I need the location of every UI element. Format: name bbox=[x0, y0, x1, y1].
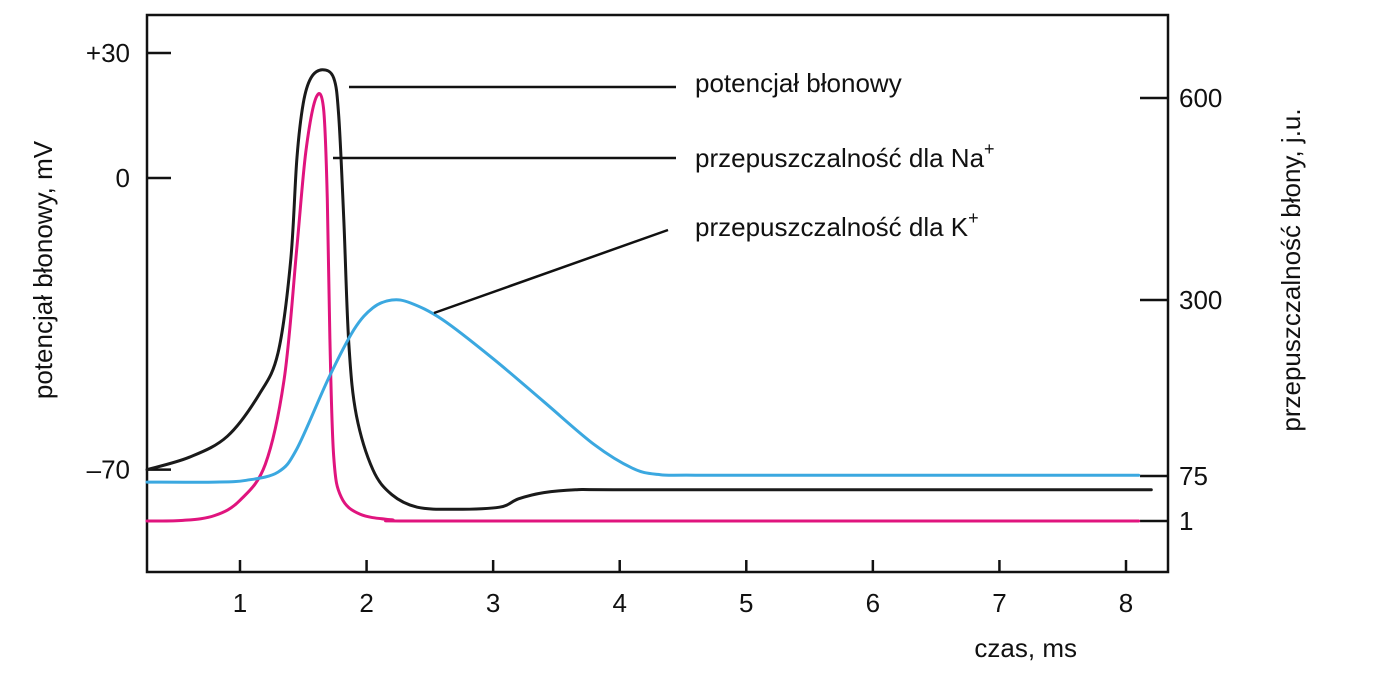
x-tick-label: 7 bbox=[992, 588, 1006, 618]
left-tick-label: –70 bbox=[87, 455, 130, 485]
right-tick-label: 300 bbox=[1179, 285, 1222, 315]
series-lines bbox=[145, 68, 1153, 523]
left-axis-title: potencjał błonowy, mV bbox=[28, 140, 58, 399]
x-axis-ticks: 1 2 3 4 5 6 7 8 bbox=[233, 560, 1133, 618]
right-axis-ticks: 600 300 75 1 bbox=[1140, 83, 1222, 536]
annotation-text: przepuszczalność dla Na bbox=[695, 143, 985, 173]
x-tick-label: 6 bbox=[866, 588, 880, 618]
x-tick-label: 2 bbox=[359, 588, 373, 618]
x-tick-label: 1 bbox=[233, 588, 247, 618]
series-k-line bbox=[145, 298, 1141, 484]
annotations: potencjał błonowy przepuszczalność dla Na… bbox=[333, 68, 995, 315]
annotation-superscript: + bbox=[968, 208, 979, 228]
x-tick-label: 4 bbox=[612, 588, 626, 618]
annotation-label: przepuszczalność dla Na+ bbox=[695, 139, 995, 173]
left-axis-ticks: +30 0 –70 bbox=[86, 38, 171, 485]
series-membrane-line bbox=[145, 68, 1153, 511]
plot-frame bbox=[145, 13, 1170, 574]
right-tick-label: 75 bbox=[1179, 461, 1208, 491]
series-na-line bbox=[145, 92, 1141, 523]
right-tick-label: 600 bbox=[1179, 83, 1222, 113]
annotation-label: przepuszczalność dla K+ bbox=[695, 208, 979, 242]
right-axis-title: przepuszczalność błony, j.u. bbox=[1276, 108, 1306, 431]
annotation-text: przepuszczalność dla K bbox=[695, 212, 969, 242]
annotation-leader bbox=[433, 228, 669, 315]
left-tick-label: +30 bbox=[86, 38, 130, 68]
annotation-label: potencjał błonowy bbox=[695, 68, 902, 98]
annotation-superscript: + bbox=[984, 139, 995, 159]
left-tick-label: 0 bbox=[116, 163, 130, 193]
x-tick-label: 3 bbox=[486, 588, 500, 618]
x-axis-title: czas, ms bbox=[974, 633, 1077, 663]
annotation-text: potencjał błonowy bbox=[695, 68, 902, 98]
right-tick-label: 1 bbox=[1179, 506, 1193, 536]
x-tick-label: 8 bbox=[1119, 588, 1133, 618]
x-tick-label: 5 bbox=[739, 588, 753, 618]
